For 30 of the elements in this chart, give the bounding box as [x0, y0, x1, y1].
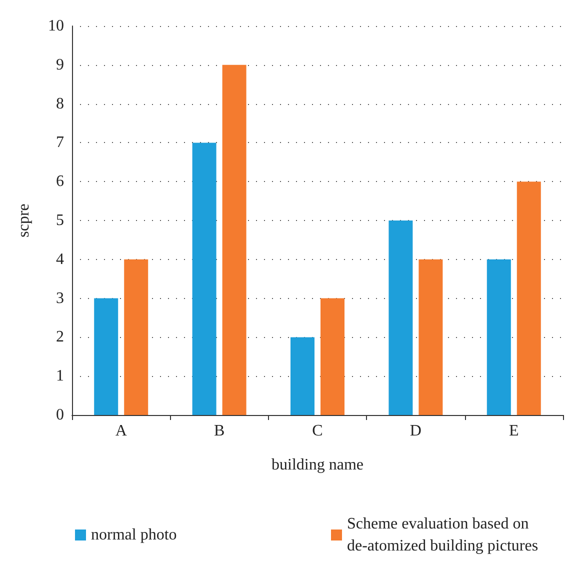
- bar: [486, 259, 511, 415]
- x-tick-label: A: [115, 422, 128, 440]
- x-axis-title: building name: [272, 456, 364, 474]
- y-tick-label: 0: [56, 406, 64, 424]
- bar: [222, 64, 246, 415]
- bar: [418, 259, 443, 415]
- y-tick-label: 2: [56, 328, 64, 346]
- y-tick-label: 8: [56, 95, 64, 112]
- x-tick-label: E: [509, 422, 519, 440]
- y-axis-title: scpre: [16, 204, 32, 238]
- legend-label: Scheme evaluation based on de-atomized building pictures: [347, 516, 538, 554]
- bar: [290, 337, 314, 415]
- bar: [388, 220, 413, 415]
- y-tick-label: 7: [56, 134, 64, 152]
- bar: [94, 298, 118, 415]
- x-tick-label: B: [214, 422, 225, 440]
- y-tick-label: 6: [56, 173, 64, 190]
- y-tick-label: 3: [56, 290, 64, 307]
- bar: [124, 259, 148, 415]
- y-tick-label: 5: [56, 212, 64, 229]
- bar: [192, 142, 216, 415]
- y-tick-label: 10: [48, 18, 64, 34]
- y-tick-label: 4: [56, 250, 64, 268]
- bar: [320, 298, 344, 415]
- x-tick-label: C: [312, 422, 323, 440]
- y-tick-label: 1: [56, 368, 64, 385]
- legend-label: normal photo: [91, 526, 177, 544]
- x-tick-label: D: [410, 422, 422, 440]
- bar: [516, 182, 541, 415]
- y-tick-label: 9: [56, 56, 64, 74]
